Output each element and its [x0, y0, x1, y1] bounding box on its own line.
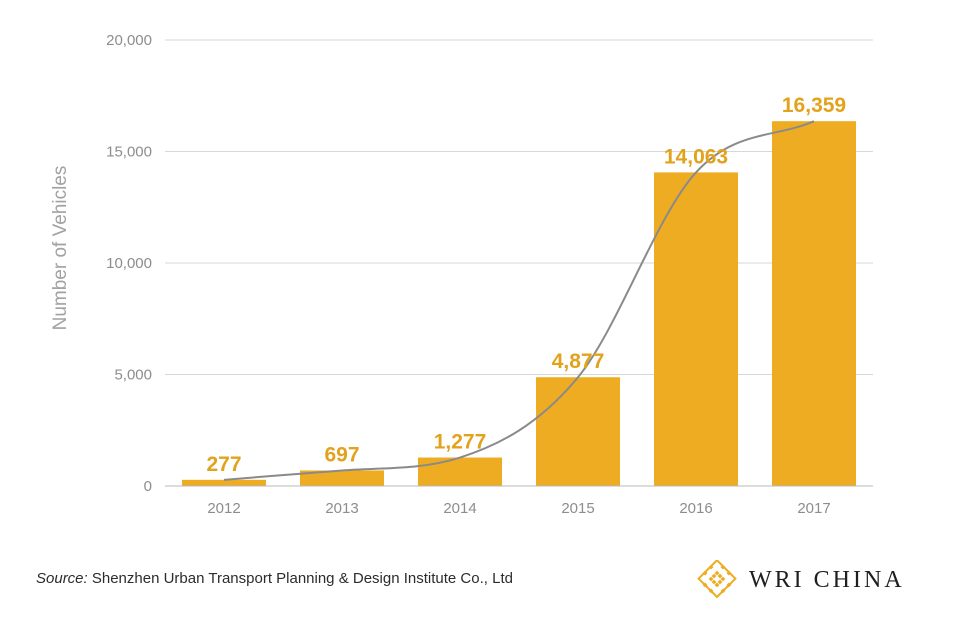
gridlines [165, 39, 873, 375]
source-note: Source: Shenzhen Urban Transport Plannin… [36, 570, 513, 587]
wri-knot-icon [697, 560, 737, 599]
bar-chart: 0 5,000 10,000 15,000 20,000 277 697 1,277 4,87… [50, 32, 873, 517]
bar-2013 [300, 470, 384, 486]
brand-name: WRI CHINA [749, 566, 905, 593]
logo-cell [714, 570, 720, 576]
logo-frame [697, 560, 737, 599]
x-tick-label: 2013 [325, 500, 358, 517]
bar-2014 [418, 457, 502, 486]
source-prefix: Source: [36, 570, 88, 587]
x-tick-label: 2012 [207, 500, 240, 517]
y-axis-ticks: 0 5,000 10,000 15,000 20,000 [106, 32, 152, 495]
data-label-2017: 16,359 [782, 94, 846, 117]
y-tick-label: 15,000 [106, 144, 152, 161]
logo-cell [714, 582, 720, 588]
bar-2016 [654, 172, 738, 487]
bars [182, 121, 856, 487]
data-label-2016: 14,063 [664, 145, 728, 168]
logo-cell [717, 573, 723, 579]
x-tick-label: 2014 [443, 500, 476, 517]
source-text: Shenzhen Urban Transport Planning & Desi… [87, 570, 513, 587]
logo-cell [708, 576, 714, 582]
trend-line [223, 120, 815, 481]
data-label-2014: 1,277 [434, 431, 487, 454]
x-tick-label: 2016 [679, 500, 712, 517]
logo-cell [720, 576, 726, 582]
bar-2017 [772, 121, 856, 486]
x-tick-label: 2017 [797, 500, 830, 517]
x-axis-ticks: 2012 2013 2014 2015 2016 2017 [207, 500, 830, 517]
y-tick-label: 10,000 [106, 255, 152, 272]
logo-cell [711, 573, 717, 579]
bar-2015 [536, 377, 620, 486]
logo-cell [717, 579, 723, 585]
y-tick-label: 5,000 [114, 367, 152, 384]
brand-logo-block: WRI CHINA [697, 560, 905, 600]
data-label-2012: 277 [206, 453, 241, 476]
x-tick-label: 2015 [561, 500, 594, 517]
data-labels: 277 697 1,277 4,877 14,063 16,359 [206, 94, 846, 476]
bar-2012 [182, 479, 266, 486]
y-axis-label: Number of Vehicles [50, 166, 71, 331]
logo-cell [711, 579, 717, 585]
data-label-2015: 4,877 [552, 350, 605, 373]
data-label-2013: 697 [324, 443, 359, 466]
y-tick-label: 0 [144, 478, 152, 495]
y-tick-label: 20,000 [106, 32, 152, 49]
